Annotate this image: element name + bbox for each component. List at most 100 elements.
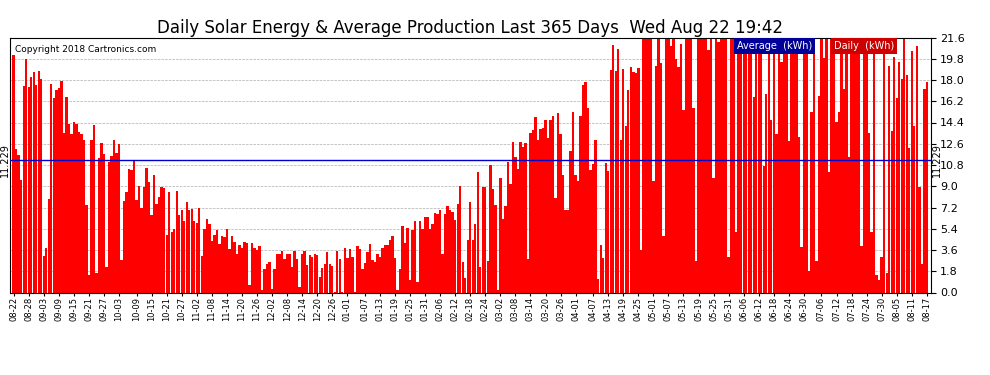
Bar	[115, 153, 118, 292]
Bar	[466, 240, 469, 292]
Bar	[437, 214, 439, 292]
Bar	[680, 44, 682, 292]
Bar	[654, 66, 657, 292]
Bar	[324, 264, 326, 292]
Bar	[348, 249, 351, 292]
Bar	[522, 147, 524, 292]
Bar	[685, 39, 687, 292]
Bar	[368, 244, 371, 292]
Bar	[723, 39, 725, 292]
Bar	[918, 187, 921, 292]
Bar	[808, 271, 810, 292]
Bar	[620, 141, 622, 292]
Bar	[278, 254, 281, 292]
Bar	[404, 243, 406, 292]
Bar	[15, 149, 18, 292]
Bar	[556, 113, 559, 292]
Bar	[306, 265, 308, 292]
Bar	[514, 157, 517, 292]
Bar	[136, 200, 138, 292]
Bar	[427, 217, 429, 292]
Bar	[168, 192, 170, 292]
Bar	[339, 260, 341, 292]
Bar	[155, 204, 157, 292]
Bar	[752, 97, 755, 292]
Bar	[847, 157, 850, 292]
Bar	[519, 142, 522, 292]
Bar	[923, 88, 926, 292]
Bar	[813, 39, 815, 292]
Bar	[241, 248, 244, 292]
Text: Average  (kWh): Average (kWh)	[738, 41, 813, 51]
Bar	[409, 280, 411, 292]
Bar	[23, 86, 25, 292]
Bar	[903, 39, 906, 292]
Bar	[554, 198, 556, 292]
Bar	[617, 50, 620, 292]
Bar	[667, 39, 669, 292]
Bar	[271, 289, 273, 292]
Bar	[821, 39, 823, 292]
Bar	[33, 72, 35, 292]
Bar	[647, 39, 649, 292]
Bar	[148, 182, 150, 292]
Bar	[121, 260, 123, 292]
Bar	[687, 39, 690, 292]
Bar	[77, 132, 80, 292]
Bar	[690, 39, 692, 292]
Bar	[13, 55, 15, 292]
Bar	[652, 181, 654, 292]
Bar	[622, 69, 625, 292]
Bar	[221, 236, 223, 292]
Bar	[464, 278, 466, 292]
Bar	[258, 246, 260, 292]
Bar	[489, 165, 491, 292]
Bar	[479, 267, 481, 292]
Bar	[504, 206, 507, 292]
Bar	[833, 39, 836, 292]
Bar	[57, 88, 60, 292]
Bar	[728, 257, 730, 292]
Bar	[246, 243, 248, 292]
Bar	[417, 282, 419, 292]
Bar	[163, 188, 165, 292]
Bar	[55, 90, 57, 292]
Bar	[88, 274, 90, 292]
Bar	[569, 150, 572, 292]
Bar	[471, 240, 474, 292]
Bar	[434, 213, 437, 292]
Bar	[389, 240, 391, 292]
Bar	[239, 245, 241, 292]
Bar	[710, 39, 712, 292]
Bar	[429, 229, 432, 292]
Bar	[358, 249, 361, 292]
Bar	[885, 273, 888, 292]
Bar	[60, 81, 62, 292]
Bar	[30, 77, 33, 292]
Bar	[870, 232, 873, 292]
Bar	[896, 98, 898, 292]
Bar	[507, 162, 509, 292]
Bar	[248, 285, 250, 292]
Bar	[366, 252, 368, 292]
Bar	[336, 251, 339, 292]
Bar	[150, 214, 152, 292]
Bar	[165, 235, 168, 292]
Bar	[662, 236, 664, 292]
Text: 11.229: 11.229	[0, 143, 10, 177]
Bar	[740, 39, 742, 292]
Bar	[644, 39, 647, 292]
Bar	[551, 116, 554, 292]
Bar	[381, 248, 384, 292]
Bar	[484, 188, 486, 292]
Bar	[311, 258, 314, 292]
Bar	[451, 212, 453, 292]
Bar	[461, 262, 464, 292]
Bar	[474, 224, 476, 292]
Bar	[384, 246, 386, 292]
Bar	[757, 39, 760, 292]
Bar	[175, 191, 178, 292]
Bar	[805, 39, 808, 292]
Bar	[607, 171, 610, 292]
Bar	[20, 180, 23, 292]
